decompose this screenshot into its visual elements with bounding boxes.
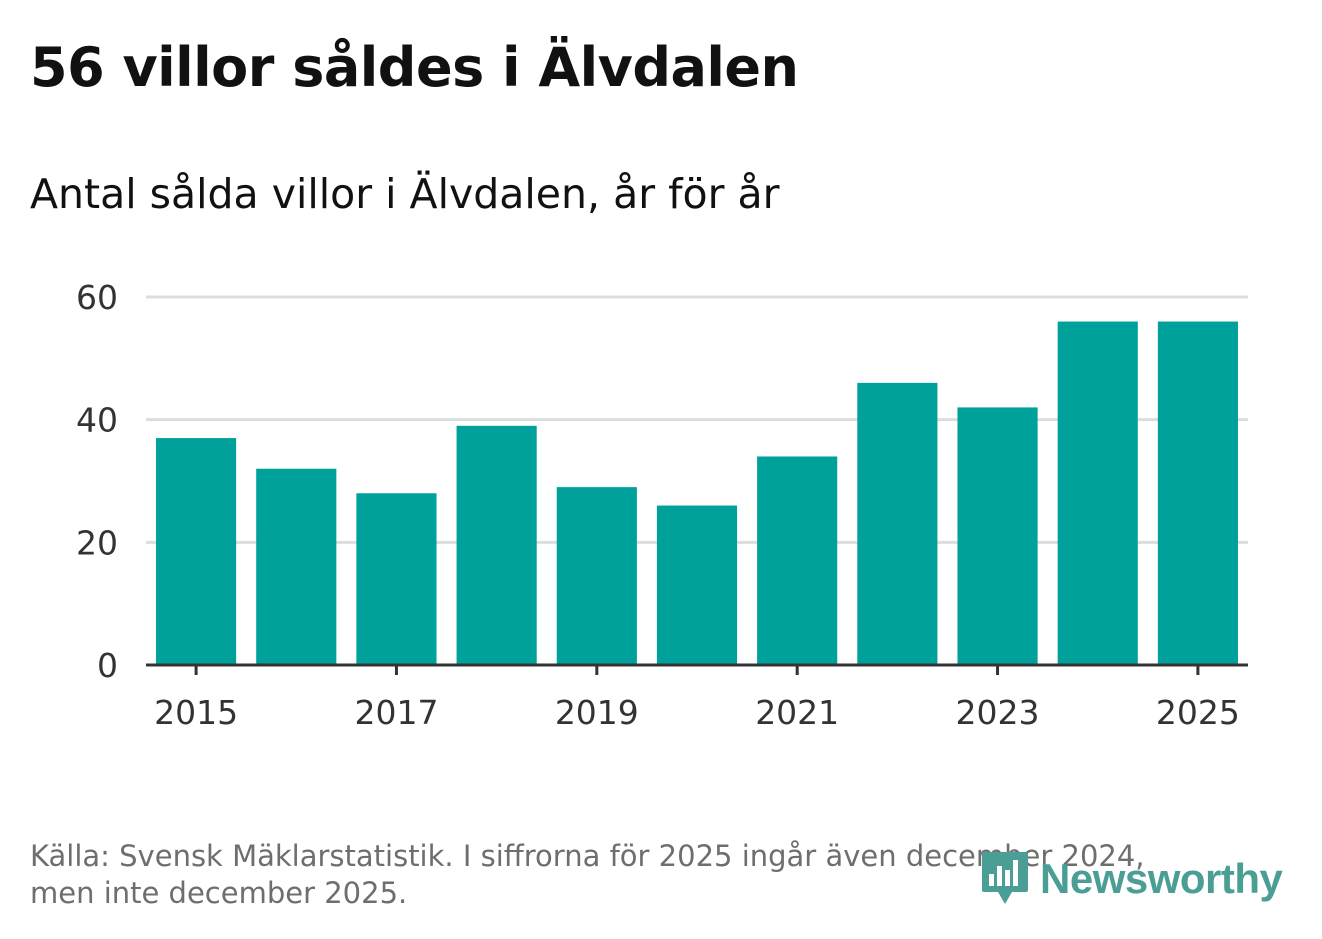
x-tick-label: 2017 (354, 693, 438, 732)
y-tick-label: 60 (76, 278, 118, 317)
bar-2015 (156, 438, 237, 665)
x-tick-label: 2019 (555, 693, 639, 732)
y-axis-ticks: 0 20 40 60 (76, 278, 118, 685)
y-tick-label: 40 (76, 401, 118, 440)
newsworthy-chart-bubble-icon (982, 852, 1028, 904)
chart-title: 56 villor såldes i Älvdalen (30, 36, 799, 99)
bar-2016 (256, 468, 337, 665)
x-tick-label: 2021 (755, 693, 839, 732)
bar-2025 (1157, 321, 1238, 665)
bar-2022 (857, 382, 938, 665)
bar-2020 (656, 505, 738, 665)
bar-2024 (1057, 321, 1138, 665)
x-tick-label: 2023 (956, 693, 1040, 732)
bar-2017 (356, 493, 437, 665)
source-note: Källa: Svensk Mäklarstatistik. I siffror… (30, 838, 1145, 912)
x-tick-label: 2015 (154, 693, 238, 732)
bar-2023 (957, 407, 1038, 665)
chart-subtitle: Antal sålda villor i Älvdalen, år för år (30, 170, 780, 218)
x-axis-ticks: 2015 2017 2019 2021 2023 2025 (154, 665, 1240, 732)
bar-2019 (556, 487, 637, 665)
y-tick-label: 20 (76, 523, 118, 562)
logo-text: Newsworthy (1040, 855, 1283, 902)
y-tick-label: 0 (97, 646, 118, 685)
bar-2021 (757, 456, 838, 665)
bar-2018 (456, 425, 537, 665)
newsworthy-logo: Newsworthy (980, 850, 1283, 908)
bars (156, 321, 1238, 665)
source-line-2: men inte december 2025. (30, 876, 408, 910)
source-line-1: Källa: Svensk Mäklarstatistik. I siffror… (30, 839, 1145, 873)
x-tick-label: 2025 (1156, 693, 1240, 732)
